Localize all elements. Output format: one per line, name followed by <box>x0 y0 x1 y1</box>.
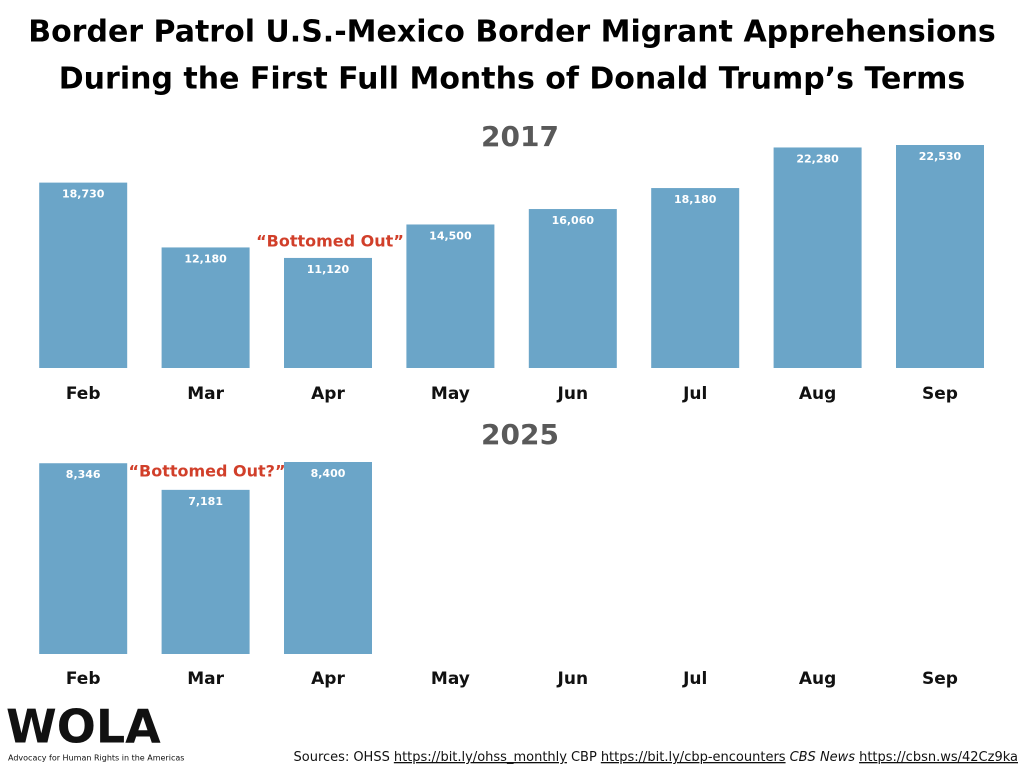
x-tick-label: Aug <box>799 384 836 404</box>
title-line: During the First Full Months of Donald T… <box>59 62 965 97</box>
x-tick-label: Feb <box>66 384 101 404</box>
source-link[interactable]: https://bit.ly/ohss_monthly <box>394 750 567 765</box>
bar <box>284 257 372 368</box>
bar <box>773 147 862 368</box>
logo: WOLA <box>6 700 161 754</box>
bar <box>161 489 250 654</box>
source-name: CBS News <box>790 750 856 765</box>
x-tick-label: Sep <box>922 384 958 404</box>
source-link[interactable]: https://bit.ly/cbp-encounters <box>601 750 786 765</box>
x-tick-label: May <box>431 669 470 689</box>
annotation: “Bottomed Out?” <box>129 462 286 481</box>
logo-tagline: Advocacy for Human Rights in the America… <box>8 754 184 763</box>
data-label: 11,120 <box>307 263 350 276</box>
data-label: 8,400 <box>311 467 346 480</box>
x-tick-label: Feb <box>66 669 101 689</box>
data-label: 18,730 <box>62 188 105 201</box>
bar <box>284 462 372 654</box>
data-label: 16,060 <box>552 214 595 227</box>
x-tick-label: Apr <box>311 669 345 689</box>
bar <box>39 182 128 368</box>
bar <box>651 188 740 368</box>
bar <box>528 209 617 368</box>
x-tick-label: Mar <box>187 669 224 689</box>
bar <box>406 224 495 368</box>
x-tick-label: May <box>431 384 470 404</box>
data-label: 22,280 <box>796 152 839 165</box>
x-tick-label: Apr <box>311 384 345 404</box>
data-label: 18,180 <box>674 193 717 206</box>
x-tick-label: Jul <box>682 384 707 404</box>
bar <box>161 247 250 368</box>
x-tick-label: Jun <box>557 669 589 689</box>
source-name: CBP <box>571 750 597 765</box>
x-tick-label: Sep <box>922 669 958 689</box>
x-tick-label: Aug <box>799 669 836 689</box>
bar <box>39 463 128 654</box>
chart-title: 2017 <box>481 120 559 153</box>
sources-prefix: Sources: <box>294 750 350 765</box>
title-line: Border Patrol U.S.-Mexico Border Migrant… <box>28 15 996 50</box>
x-tick-label: Jun <box>557 384 589 404</box>
source-name: OHSS <box>353 750 390 765</box>
chart-title: 2025 <box>481 418 559 451</box>
source-link[interactable]: https://cbsn.ws/42Cz9ka <box>859 750 1018 765</box>
x-tick-label: Mar <box>187 384 224 404</box>
data-label: 8,346 <box>66 468 101 481</box>
x-tick-label: Jul <box>682 669 707 689</box>
data-label: 22,530 <box>919 150 962 163</box>
bar <box>896 145 984 368</box>
data-label: 12,180 <box>184 252 227 265</box>
annotation: “Bottomed Out” <box>256 232 404 251</box>
data-label: 14,500 <box>429 229 472 242</box>
sources: Sources: OHSS https://bit.ly/ohss_monthly C… <box>294 750 1018 765</box>
data-label: 7,181 <box>188 495 223 508</box>
